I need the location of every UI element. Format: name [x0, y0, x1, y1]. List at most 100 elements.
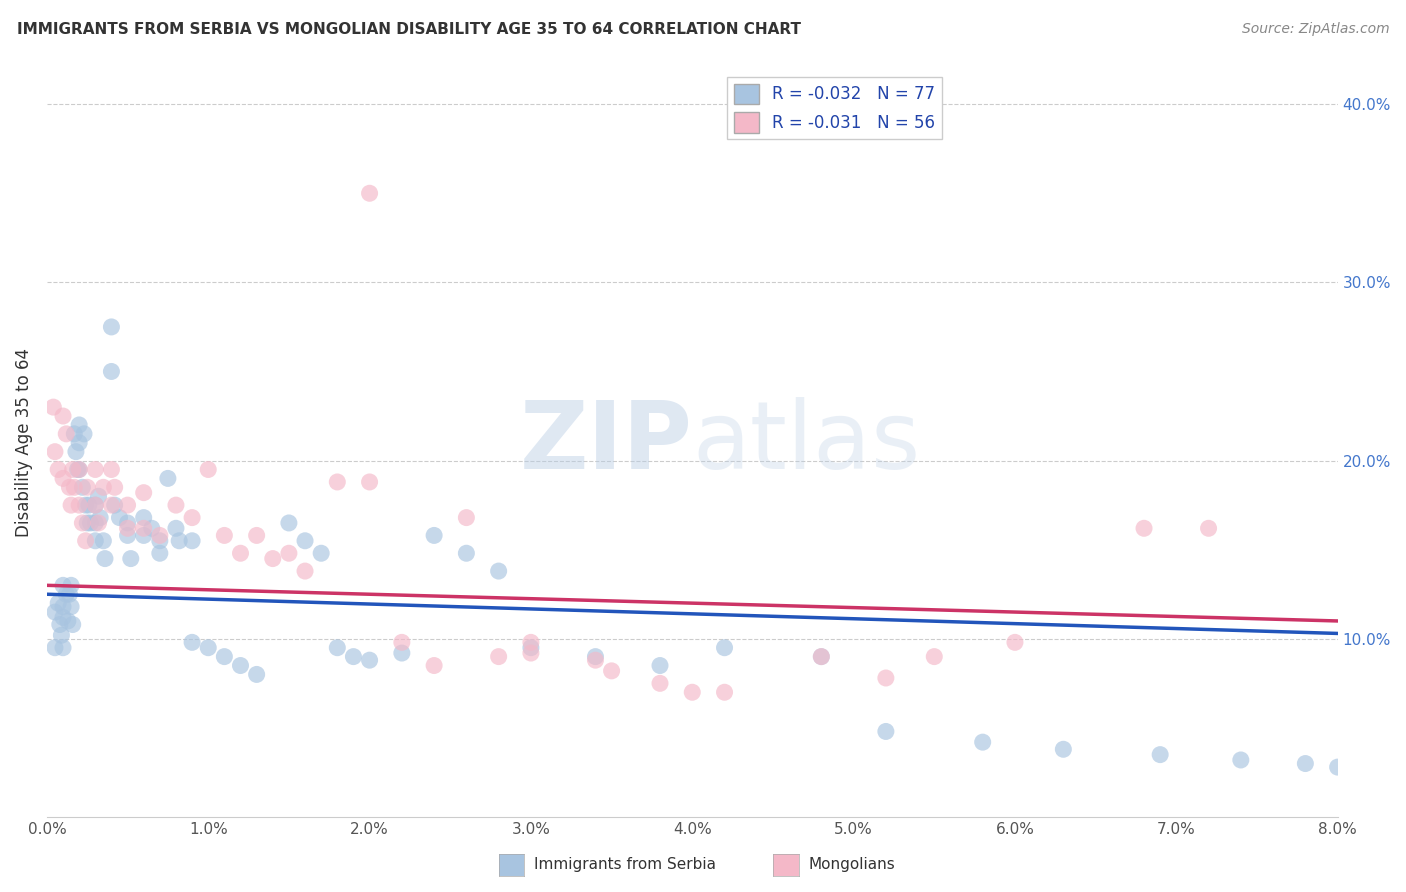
Point: [391, 635, 413, 649]
Point: [44, 605, 66, 619]
Point: [63, 480, 86, 494]
Point: [44, 444, 66, 458]
Point: [132, 485, 155, 500]
Point: [89, 510, 111, 524]
Point: [359, 186, 381, 201]
Point: [359, 653, 381, 667]
Point: [875, 671, 897, 685]
Point: [875, 724, 897, 739]
Point: [44, 640, 66, 655]
Point: [600, 664, 623, 678]
Point: [75, 533, 97, 548]
Point: [713, 685, 735, 699]
Y-axis label: Disability Age 35 to 64: Disability Age 35 to 64: [15, 348, 32, 537]
Legend: R = -0.032   N = 77, R = -0.031   N = 56: R = -0.032 N = 77, R = -0.031 N = 56: [727, 77, 942, 139]
Point: [1230, 753, 1253, 767]
Point: [46, 462, 69, 476]
Point: [488, 564, 510, 578]
Point: [132, 510, 155, 524]
Point: [181, 635, 204, 649]
Point: [520, 640, 543, 655]
Point: [52, 610, 75, 624]
Point: [117, 521, 139, 535]
Point: [1198, 521, 1220, 535]
Point: [246, 667, 269, 681]
Point: [922, 649, 945, 664]
Point: [72, 516, 94, 530]
Point: [277, 516, 299, 530]
Point: [585, 653, 607, 667]
Point: [197, 640, 219, 655]
Point: [62, 617, 84, 632]
Point: [100, 320, 122, 334]
Point: [108, 510, 131, 524]
Point: [93, 533, 115, 548]
Point: [66, 462, 89, 476]
Point: [77, 498, 100, 512]
Point: [165, 498, 187, 512]
Text: atlas: atlas: [692, 397, 921, 489]
Point: [423, 528, 446, 542]
Point: [342, 649, 364, 664]
Point: [117, 516, 139, 530]
Point: [713, 640, 735, 655]
Point: [181, 533, 204, 548]
Point: [326, 475, 349, 489]
Point: [149, 528, 172, 542]
Point: [1294, 756, 1316, 771]
Point: [520, 635, 543, 649]
Point: [1052, 742, 1074, 756]
Point: [56, 614, 79, 628]
Point: [1326, 760, 1348, 774]
Point: [72, 480, 94, 494]
Point: [648, 658, 671, 673]
Point: [52, 640, 75, 655]
Point: [84, 498, 107, 512]
Point: [1149, 747, 1171, 762]
Point: [67, 498, 90, 512]
Point: [84, 498, 107, 512]
Text: Mongolians: Mongolians: [808, 857, 896, 872]
Point: [55, 587, 77, 601]
Point: [648, 676, 671, 690]
Point: [84, 462, 107, 476]
Point: [65, 444, 87, 458]
Point: [63, 426, 86, 441]
Point: [141, 521, 163, 535]
Point: [67, 435, 90, 450]
Point: [214, 528, 236, 542]
Point: [67, 462, 90, 476]
Point: [120, 551, 142, 566]
Point: [294, 533, 316, 548]
Point: [810, 649, 832, 664]
Point: [229, 658, 252, 673]
Point: [309, 546, 332, 560]
Point: [132, 528, 155, 542]
Point: [326, 640, 349, 655]
Point: [214, 649, 236, 664]
Point: [51, 628, 73, 642]
Point: [100, 364, 122, 378]
Point: [423, 658, 446, 673]
Point: [246, 528, 269, 542]
Point: [456, 546, 478, 560]
Point: [156, 471, 179, 485]
Point: [149, 546, 172, 560]
Point: [100, 498, 122, 512]
Point: [104, 498, 127, 512]
Point: [87, 489, 110, 503]
Point: [62, 462, 84, 476]
Point: [58, 480, 80, 494]
Point: [1133, 521, 1156, 535]
Point: [73, 426, 96, 441]
Point: [52, 599, 75, 614]
Text: Immigrants from Serbia: Immigrants from Serbia: [534, 857, 716, 872]
Point: [94, 551, 117, 566]
Point: [167, 533, 190, 548]
Point: [810, 649, 832, 664]
Point: [60, 578, 83, 592]
Point: [149, 533, 172, 548]
Point: [585, 649, 607, 664]
Point: [681, 685, 703, 699]
Point: [60, 599, 83, 614]
